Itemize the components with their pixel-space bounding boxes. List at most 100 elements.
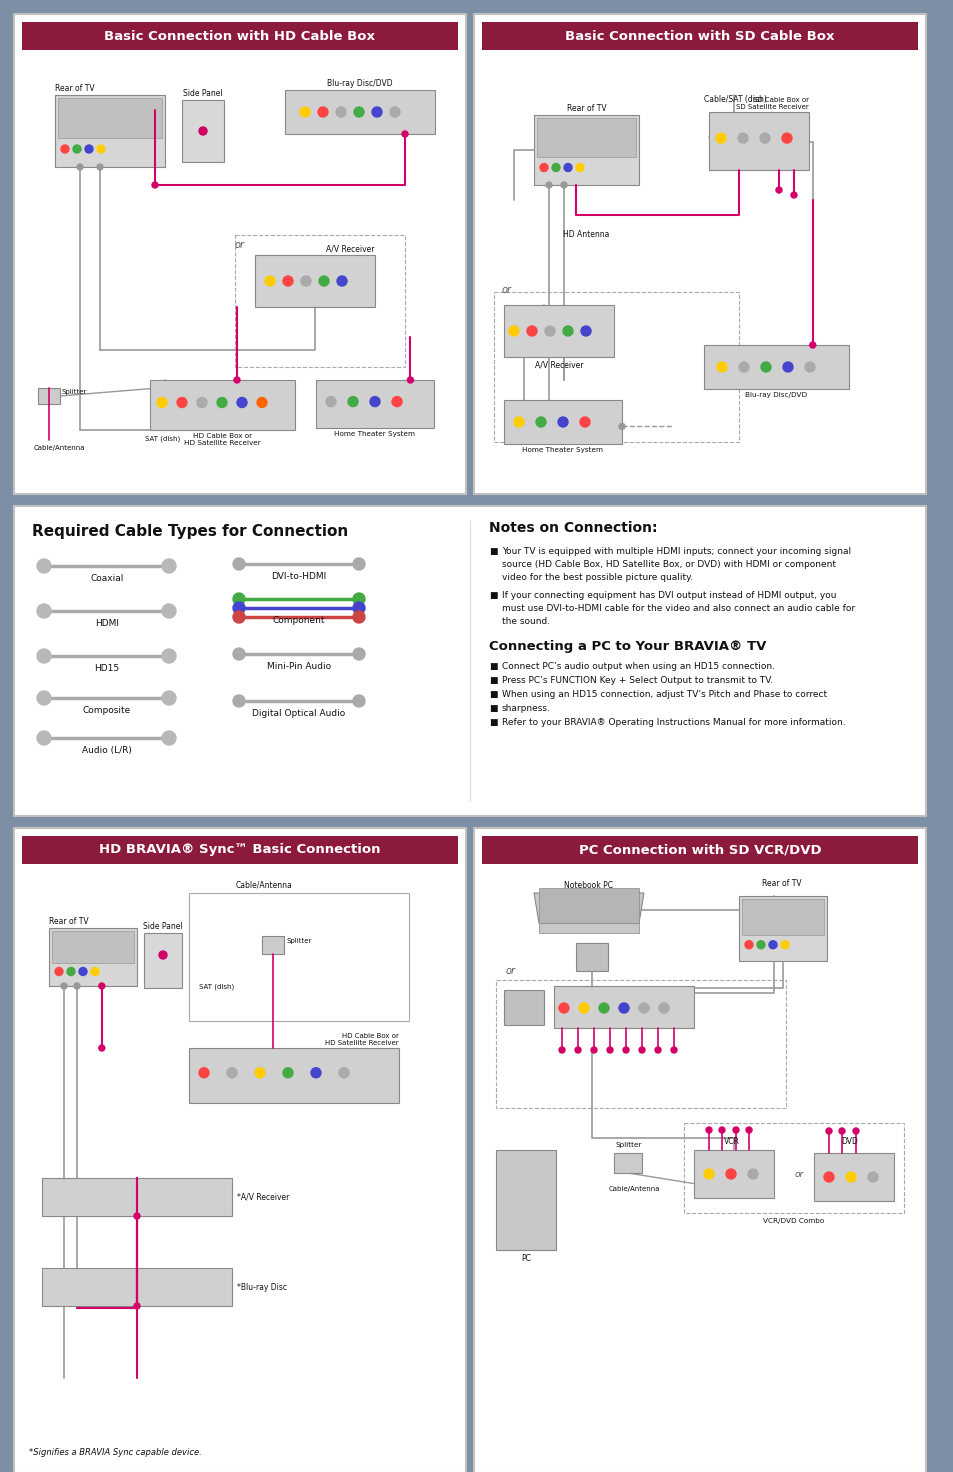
Bar xyxy=(254,255,375,308)
Text: Rear of TV: Rear of TV xyxy=(49,917,89,926)
Text: sharpness.: sharpness. xyxy=(501,704,550,712)
Text: Home Theater System: Home Theater System xyxy=(522,447,603,453)
Circle shape xyxy=(719,1128,724,1133)
Circle shape xyxy=(265,277,274,286)
Circle shape xyxy=(91,967,99,976)
Circle shape xyxy=(233,593,245,605)
Circle shape xyxy=(390,107,399,116)
Text: Digital Optical Audio: Digital Optical Audio xyxy=(253,710,345,718)
Text: ■: ■ xyxy=(489,548,497,556)
Circle shape xyxy=(732,1128,739,1133)
Circle shape xyxy=(162,559,175,573)
Circle shape xyxy=(177,397,187,408)
Bar xyxy=(474,15,925,495)
Circle shape xyxy=(760,132,769,143)
Bar xyxy=(189,894,409,1022)
Circle shape xyxy=(804,362,814,372)
Text: Notes on Connection:: Notes on Connection: xyxy=(489,521,657,534)
Circle shape xyxy=(353,648,365,659)
Circle shape xyxy=(37,732,51,745)
Circle shape xyxy=(558,1002,568,1013)
Bar xyxy=(182,100,224,162)
Bar xyxy=(42,1267,232,1306)
Text: When using an HD15 connection, adjust TV’s Pitch and Phase to correct: When using an HD15 connection, adjust TV… xyxy=(501,690,826,699)
Circle shape xyxy=(354,107,364,116)
Bar xyxy=(150,380,294,430)
Text: SAT (dish): SAT (dish) xyxy=(145,436,180,443)
Text: Splitter: Splitter xyxy=(287,938,312,944)
Text: Rear of TV: Rear of TV xyxy=(761,879,801,888)
Bar xyxy=(262,936,284,954)
Circle shape xyxy=(97,146,105,153)
Text: A/V Receiver: A/V Receiver xyxy=(326,244,375,253)
Circle shape xyxy=(558,417,567,427)
Circle shape xyxy=(639,1002,648,1013)
Text: Cable/Antenna: Cable/Antenna xyxy=(34,445,86,450)
Circle shape xyxy=(326,396,335,406)
Bar xyxy=(49,927,137,986)
Circle shape xyxy=(61,146,69,153)
Circle shape xyxy=(578,1002,588,1013)
Text: Splitter: Splitter xyxy=(615,1142,641,1148)
Text: If your connecting equipment has DVI output instead of HDMI output, you: If your connecting equipment has DVI out… xyxy=(501,590,836,601)
Circle shape xyxy=(536,417,545,427)
Circle shape xyxy=(509,325,518,336)
Circle shape xyxy=(159,951,167,958)
Text: Side Panel: Side Panel xyxy=(183,88,223,99)
Bar xyxy=(538,888,639,923)
Circle shape xyxy=(97,163,103,169)
Bar xyxy=(481,22,917,50)
Text: *Signifies a BRAVIA Sync capable device.: *Signifies a BRAVIA Sync capable device. xyxy=(29,1448,201,1457)
Text: or: or xyxy=(501,286,512,294)
Text: Composite: Composite xyxy=(83,707,131,715)
Circle shape xyxy=(825,1128,831,1133)
Bar xyxy=(14,827,465,1472)
Circle shape xyxy=(254,1067,265,1078)
Circle shape xyxy=(227,1067,236,1078)
Bar xyxy=(55,96,165,166)
Bar xyxy=(496,1150,556,1250)
Circle shape xyxy=(739,362,748,372)
Circle shape xyxy=(256,397,267,408)
Circle shape xyxy=(199,1067,209,1078)
Circle shape xyxy=(353,593,365,605)
Bar xyxy=(144,933,182,988)
Bar xyxy=(614,1153,641,1173)
Bar xyxy=(52,930,133,963)
Text: video for the best possible picture quality.: video for the best possible picture qual… xyxy=(501,573,693,581)
Circle shape xyxy=(233,611,245,623)
Circle shape xyxy=(659,1002,668,1013)
Bar xyxy=(285,90,435,134)
Circle shape xyxy=(705,1128,711,1133)
Circle shape xyxy=(37,649,51,662)
Text: HD Cable Box or
HD Satellite Receiver: HD Cable Box or HD Satellite Receiver xyxy=(325,1033,398,1047)
Bar xyxy=(22,836,457,864)
Bar xyxy=(537,118,636,156)
Circle shape xyxy=(233,602,245,614)
Circle shape xyxy=(233,695,245,707)
Text: Basic Connection with HD Cable Box: Basic Connection with HD Cable Box xyxy=(105,29,375,43)
Circle shape xyxy=(37,559,51,573)
Circle shape xyxy=(539,163,547,172)
Circle shape xyxy=(283,277,293,286)
Circle shape xyxy=(760,362,770,372)
Circle shape xyxy=(392,396,401,406)
Circle shape xyxy=(563,163,572,172)
Circle shape xyxy=(199,127,207,135)
Circle shape xyxy=(152,183,158,188)
Text: Audio (L/R): Audio (L/R) xyxy=(82,746,132,755)
Text: Rear of TV: Rear of TV xyxy=(566,105,606,113)
Circle shape xyxy=(133,1303,140,1309)
Circle shape xyxy=(845,1172,855,1182)
Bar xyxy=(14,15,465,495)
Circle shape xyxy=(809,342,815,347)
Polygon shape xyxy=(534,894,643,923)
Bar xyxy=(42,1178,232,1216)
Text: Cable/Antenna: Cable/Antenna xyxy=(235,882,292,891)
Circle shape xyxy=(353,611,365,623)
Text: Blu-ray Disc/DVD: Blu-ray Disc/DVD xyxy=(744,392,807,397)
Text: HDMI: HDMI xyxy=(95,620,119,629)
Text: ■: ■ xyxy=(489,676,497,684)
Circle shape xyxy=(407,377,413,383)
Circle shape xyxy=(335,107,346,116)
